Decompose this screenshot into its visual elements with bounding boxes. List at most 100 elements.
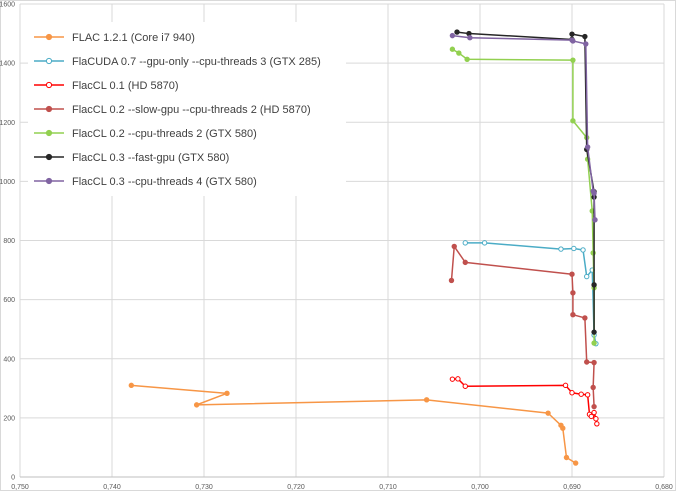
legend-label: FlaCUDA 0.7 --gpu-only --cpu-threads 3 (… <box>72 56 321 68</box>
data-point <box>570 57 576 63</box>
legend-item: FlacCL 0.1 (HD 5870) <box>34 80 179 92</box>
data-point <box>454 29 460 35</box>
y-tick-label: 1600 <box>0 2 15 9</box>
y-tick-label: 800 <box>3 238 15 245</box>
y-tick-label: 1400 <box>0 61 15 68</box>
data-point <box>545 410 551 416</box>
data-point <box>570 290 576 296</box>
x-tick-label: 0,680 <box>655 484 673 491</box>
data-point <box>580 247 586 253</box>
series-0 <box>128 382 579 466</box>
data-point <box>562 382 569 389</box>
data-point <box>464 56 470 62</box>
x-tick-label: 0,720 <box>287 484 305 491</box>
y-tick-label: 200 <box>3 415 15 422</box>
legend-item: FlacCL 0.3 --fast-gpu (GTX 580) <box>34 152 229 164</box>
data-point <box>569 390 575 396</box>
legend-swatch-marker <box>45 81 53 89</box>
data-point <box>193 402 200 408</box>
series-line <box>456 31 595 333</box>
data-point <box>582 315 588 321</box>
data-point <box>569 31 575 37</box>
data-point <box>584 273 590 280</box>
data-point <box>584 144 591 150</box>
data-point <box>449 32 456 39</box>
legend-label: FlacCL 0.2 --slow-gpu --cpu-threads 2 (H… <box>72 104 311 116</box>
series-layer <box>128 29 600 466</box>
data-point <box>570 118 576 124</box>
data-point <box>455 376 461 382</box>
data-point <box>590 384 596 391</box>
legend-swatch-marker <box>45 153 53 161</box>
data-point <box>584 392 591 398</box>
x-tick-label: 0,690 <box>563 484 581 491</box>
data-point <box>449 376 456 382</box>
data-point <box>582 33 588 40</box>
legend-item: FlacCL 0.3 --cpu-threads 4 (GTX 580) <box>34 176 257 188</box>
data-point <box>462 383 468 389</box>
y-tick-label: 0 <box>11 475 15 482</box>
data-point <box>423 397 430 403</box>
series-6 <box>449 32 598 223</box>
legend-swatch-marker <box>45 105 53 113</box>
legend-label: FlacCL 0.1 (HD 5870) <box>72 80 179 92</box>
data-point <box>591 329 597 335</box>
legend-label: FlacCL 0.3 --cpu-threads 4 (GTX 580) <box>72 176 257 188</box>
data-point <box>462 240 468 246</box>
data-point <box>591 190 597 196</box>
data-point <box>448 277 455 284</box>
data-point <box>588 413 595 420</box>
data-point <box>570 38 576 44</box>
data-point <box>563 454 570 461</box>
y-tick-label: 600 <box>3 297 15 304</box>
data-point <box>569 271 575 277</box>
data-point <box>578 391 584 397</box>
data-point <box>591 409 597 416</box>
legend-swatch-marker <box>45 33 53 41</box>
data-point <box>583 41 589 47</box>
data-point <box>592 217 598 223</box>
y-tick-label: 1000 <box>0 179 15 186</box>
x-tick-label: 0,750 <box>11 484 29 491</box>
legend-swatch-marker <box>45 129 53 137</box>
legend-item: FlacCL 0.2 --cpu-threads 2 (GTX 580) <box>34 128 257 140</box>
data-point <box>451 243 457 250</box>
data-point <box>572 460 579 466</box>
data-point <box>462 259 468 266</box>
legend-label: FLAC 1.2.1 (Core i7 940) <box>72 32 195 44</box>
data-point <box>560 425 566 431</box>
data-point <box>593 416 599 422</box>
legend-layer: FLAC 1.2.1 (Core i7 940) FlaCUDA 0.7 --gp… <box>28 22 346 196</box>
y-tick-label: 1200 <box>0 120 15 127</box>
legend-background <box>28 22 346 196</box>
data-point <box>591 282 597 288</box>
legend-swatch-marker <box>45 177 53 185</box>
legend-label: FlacCL 0.2 --cpu-threads 2 (GTX 580) <box>72 128 257 140</box>
legend-label: FlacCL 0.3 --fast-gpu (GTX 580) <box>72 152 229 164</box>
data-point <box>456 50 462 56</box>
data-point <box>481 240 488 246</box>
legend-swatch-marker <box>45 57 53 65</box>
x-tick-label: 0,730 <box>195 484 213 491</box>
data-point <box>591 403 597 410</box>
legend-item: FLAC 1.2.1 (Core i7 940) <box>34 32 195 44</box>
data-point <box>571 245 577 252</box>
y-tick-label: 400 <box>3 356 15 363</box>
x-tick-label: 0,700 <box>471 484 489 491</box>
data-point <box>594 421 600 427</box>
series-2 <box>449 376 600 427</box>
data-point <box>584 359 590 365</box>
data-point <box>558 246 564 252</box>
data-point <box>224 390 230 397</box>
series-3 <box>448 243 597 410</box>
data-point <box>591 359 597 366</box>
legend-item: FlacCL 0.2 --slow-gpu --cpu-threads 2 (H… <box>34 104 311 116</box>
legend-item: FlaCUDA 0.7 --gpu-only --cpu-threads 3 (… <box>34 56 321 68</box>
data-point <box>591 340 597 346</box>
data-point <box>128 382 135 389</box>
x-tick-label: 0,710 <box>379 484 397 491</box>
x-tick-label: 0,740 <box>103 484 121 491</box>
